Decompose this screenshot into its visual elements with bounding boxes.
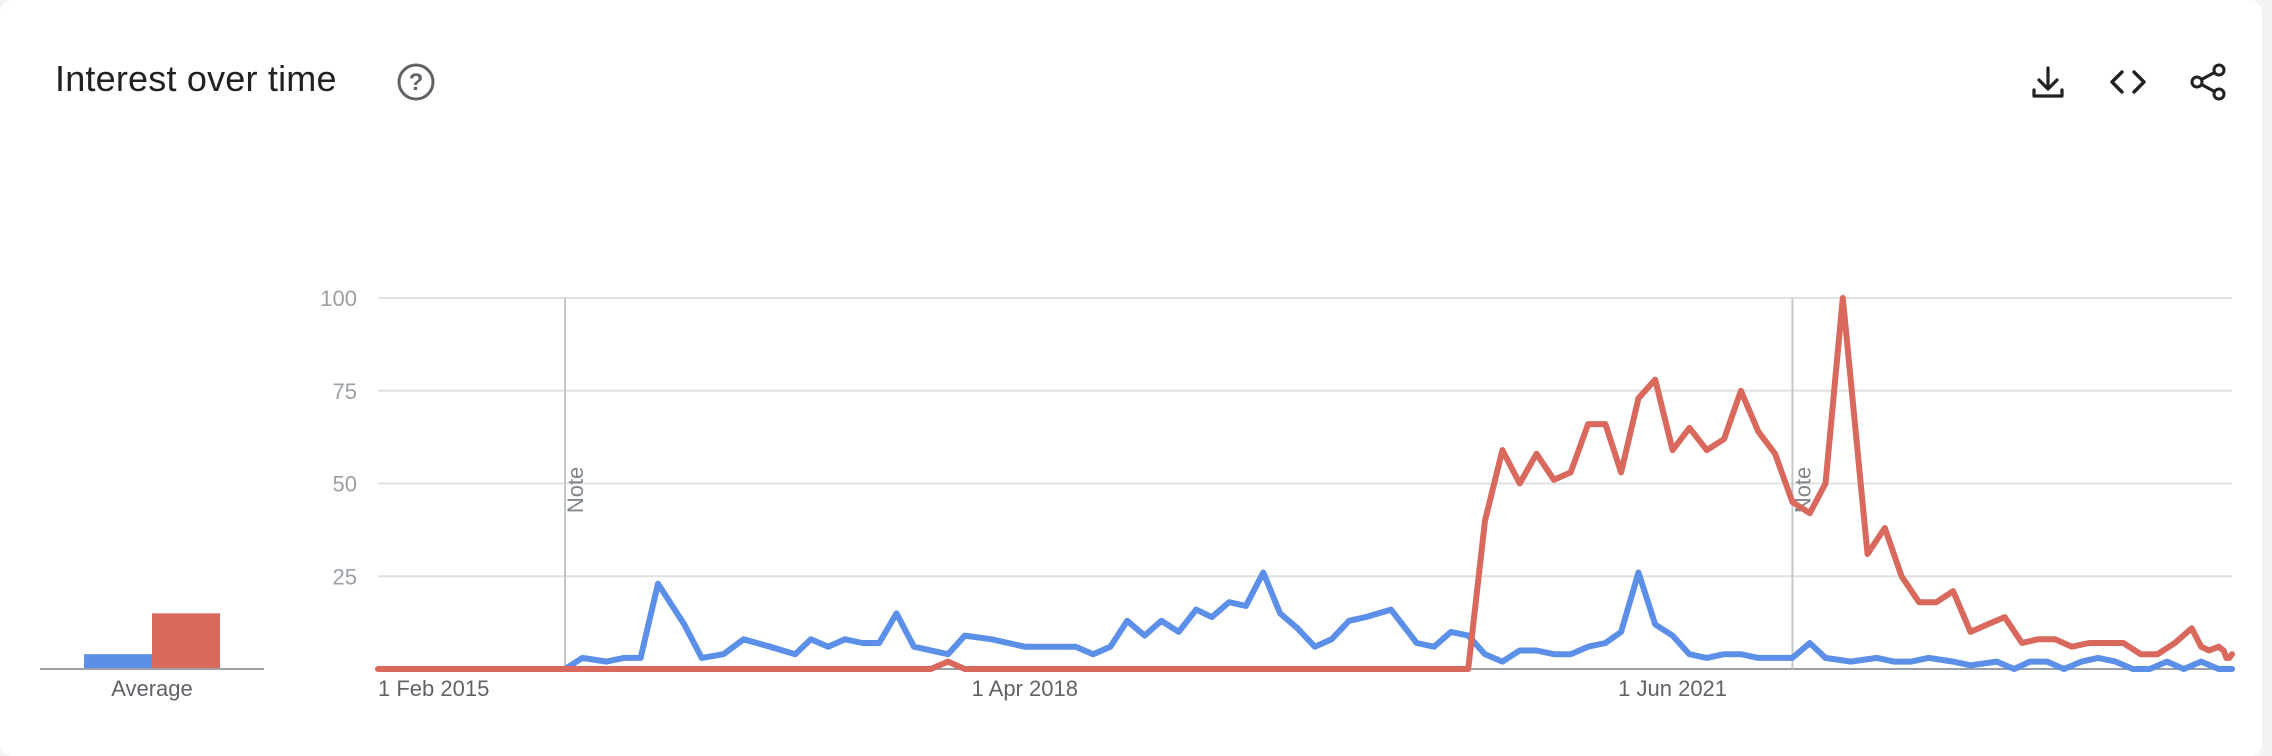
share-icon[interactable] <box>2188 62 2228 102</box>
y-tick-label: 50 <box>333 472 357 497</box>
y-axis-ticks: 25 50 75 100 <box>320 286 357 589</box>
average-bar-chart: Average <box>40 613 264 701</box>
average-label: Average <box>111 676 193 701</box>
average-bar-series2 <box>152 613 220 669</box>
chart-title: Interest over time <box>55 58 337 99</box>
series-line-2 <box>375 295 2235 672</box>
x-axis-ticks: 1 Feb 2015 1 Apr 2018 1 Jun 2021 <box>378 676 1727 701</box>
x-tick-label: 1 Feb 2015 <box>378 676 489 701</box>
y-tick-label: 75 <box>333 379 357 404</box>
x-tick-label: 1 Apr 2018 <box>972 676 1078 701</box>
series-lines <box>375 295 2235 672</box>
svg-text:?: ? <box>409 69 424 96</box>
series-line-1 <box>562 569 2235 672</box>
average-bar-series1 <box>84 654 152 669</box>
note-label: Note <box>563 467 588 513</box>
x-tick-label: 1 Jun 2021 <box>1618 676 1727 701</box>
y-tick-label: 25 <box>333 564 357 589</box>
download-icon[interactable] <box>2028 62 2068 102</box>
y-tick-label: 100 <box>320 286 357 311</box>
help-circle-icon[interactable]: ? <box>396 62 436 102</box>
code-icon[interactable] <box>2108 62 2148 102</box>
grid-lines <box>378 297 2232 670</box>
